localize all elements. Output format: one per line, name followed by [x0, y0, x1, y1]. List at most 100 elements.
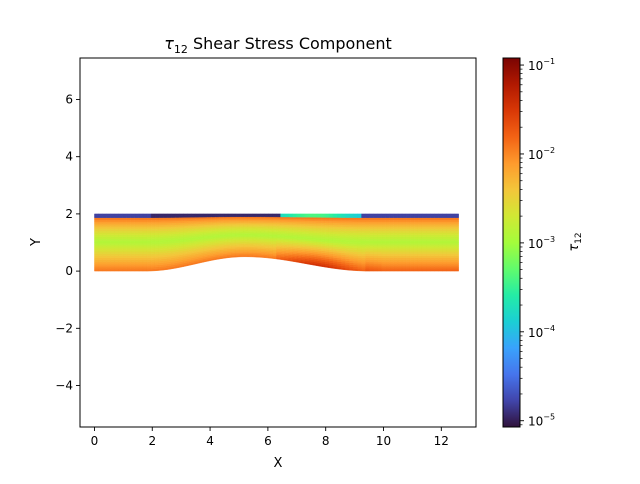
stress-cell — [142, 225, 148, 228]
stress-cell — [438, 230, 443, 234]
stress-cell — [102, 236, 107, 239]
stress-cell — [405, 255, 411, 258]
stress-cell — [102, 259, 107, 262]
stress-cell — [235, 217, 241, 220]
stress-cell — [369, 227, 374, 230]
stress-cell — [341, 224, 346, 228]
stress-cell — [353, 228, 358, 232]
stress-cell — [426, 244, 431, 247]
stress-cell — [130, 249, 136, 253]
stress-cell — [430, 221, 435, 224]
stress-cell — [389, 255, 395, 258]
stress-cell — [98, 257, 103, 260]
stress-cell — [114, 259, 119, 262]
stress-cell — [349, 217, 354, 220]
stress-cell — [393, 253, 399, 257]
stress-cell — [118, 263, 123, 266]
stress-cell — [122, 261, 128, 264]
stress-cell — [349, 219, 354, 222]
stress-cell — [450, 253, 455, 257]
stress-cell — [373, 221, 378, 224]
stress-cell — [312, 215, 318, 218]
stress-cell — [430, 228, 435, 232]
stress-cell — [349, 226, 354, 230]
stress-cell — [365, 238, 370, 241]
stress-cell — [389, 221, 395, 224]
stress-cell — [114, 227, 119, 230]
stress-cell — [442, 236, 447, 239]
stress-cell — [248, 219, 253, 222]
stress-cell — [365, 230, 370, 234]
stress-cell — [114, 228, 119, 232]
stress-cell — [389, 251, 395, 255]
stress-cell — [150, 247, 156, 251]
stress-cell — [365, 217, 370, 220]
stress-cell — [114, 263, 119, 266]
stress-cell — [377, 263, 382, 266]
stress-cell — [369, 257, 374, 260]
stress-cell — [150, 213, 156, 217]
stress-cell — [146, 240, 152, 243]
stress-cell — [426, 261, 431, 264]
stress-cell — [385, 253, 391, 257]
stress-cell — [357, 223, 362, 226]
stress-cell — [397, 259, 403, 262]
stress-cell — [405, 227, 411, 230]
stress-cell — [146, 246, 152, 249]
stress-cell — [138, 263, 144, 266]
stress-cell — [434, 221, 439, 224]
stress-cell — [126, 228, 132, 232]
stress-cell — [154, 223, 160, 226]
stress-cell — [207, 215, 213, 218]
stress-cell — [381, 225, 387, 228]
stress-cell — [446, 219, 451, 222]
stress-cell — [110, 242, 115, 245]
stress-cell — [369, 263, 374, 266]
stress-cell — [114, 246, 119, 249]
stress-cell — [430, 230, 435, 234]
stress-cell — [98, 269, 103, 272]
stress-cell — [110, 259, 115, 262]
stress-cell — [454, 255, 459, 258]
stress-cell — [422, 232, 427, 236]
stress-cell — [417, 265, 423, 268]
stress-cell — [377, 219, 382, 222]
stress-cell — [357, 228, 362, 232]
stress-cell — [369, 259, 374, 262]
stress-cell — [393, 244, 399, 247]
stress-cell — [134, 255, 140, 258]
stress-cell — [102, 213, 107, 217]
stress-cell — [122, 249, 128, 253]
stress-cell — [102, 240, 107, 243]
stress-cell — [126, 219, 132, 222]
stress-cell — [430, 248, 435, 251]
stress-cell — [361, 238, 366, 241]
stress-cell — [397, 248, 403, 251]
stress-cell — [106, 251, 111, 255]
stress-cell — [353, 232, 358, 235]
stress-cell — [142, 223, 148, 226]
stress-cell — [142, 263, 148, 266]
stress-cell — [126, 240, 132, 243]
stress-cell — [381, 257, 387, 260]
stress-cell — [106, 225, 111, 228]
stress-cell — [381, 267, 387, 270]
stress-cell — [110, 263, 115, 266]
stress-cell — [288, 215, 293, 218]
stress-cell — [345, 224, 350, 228]
stress-cell — [163, 215, 168, 218]
stress-cell — [110, 219, 115, 222]
stress-cell — [454, 238, 459, 241]
stress-cell — [454, 213, 459, 217]
stress-cell — [227, 213, 233, 216]
stress-cell — [409, 257, 415, 260]
x-tick-label: 0 — [91, 434, 99, 448]
stress-cell — [110, 255, 115, 258]
stress-cell — [304, 213, 310, 216]
stress-cell — [417, 242, 423, 245]
stress-cell — [239, 223, 245, 226]
stress-cell — [187, 215, 192, 218]
stress-cell — [373, 257, 378, 260]
stress-cell — [260, 216, 265, 219]
stress-cell — [223, 213, 229, 216]
